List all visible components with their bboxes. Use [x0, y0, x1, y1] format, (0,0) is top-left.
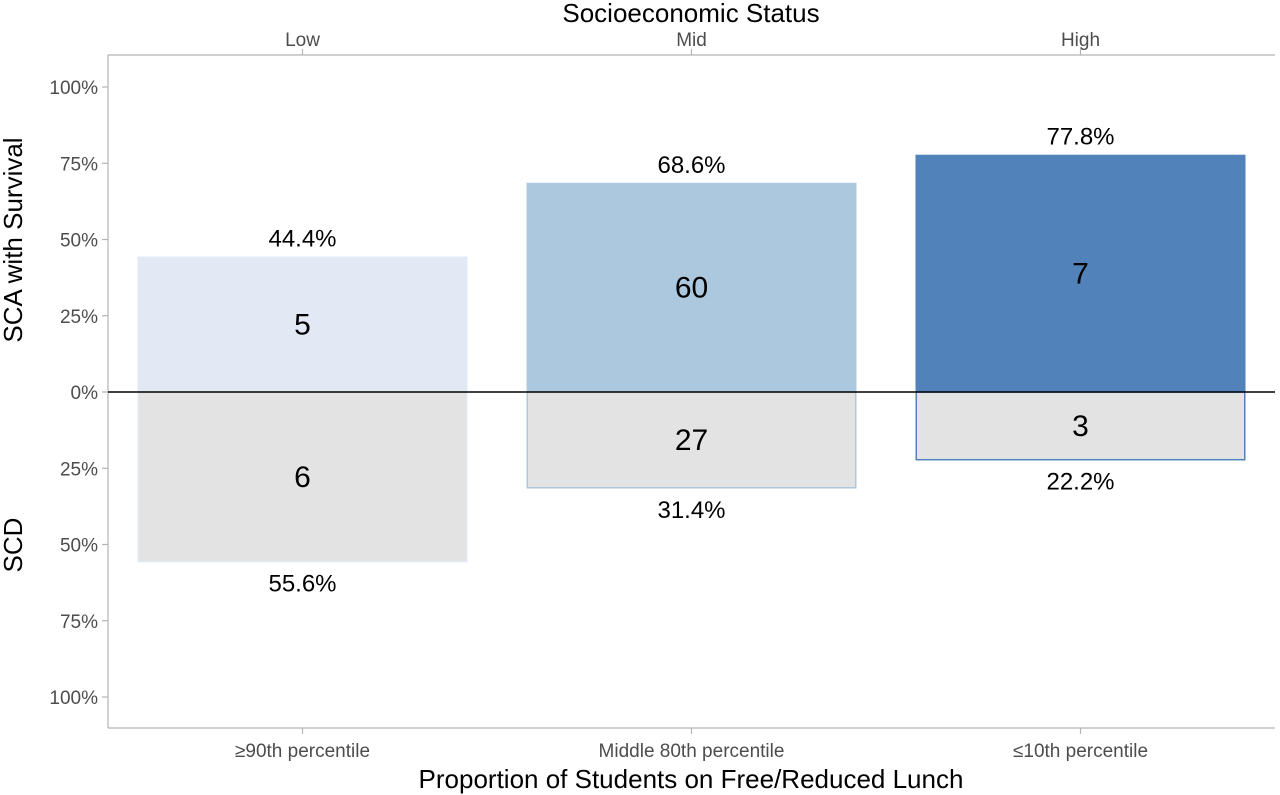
percent-label-sca: 77.8%: [1046, 124, 1114, 151]
count-label-scd: 3: [1072, 410, 1089, 443]
bar-scd: [526, 391, 857, 489]
x-tick-label: ≤10th percentile: [1013, 741, 1148, 762]
y-axis-title-negative: SCD: [0, 518, 28, 573]
y-tick-label: 50%: [60, 536, 98, 557]
y-tick-label: 25%: [60, 459, 98, 480]
percent-label-sca: 44.4%: [268, 226, 336, 253]
top-tick-label: Mid: [676, 30, 707, 51]
percent-label-sca: 68.6%: [657, 152, 725, 179]
bar-sca-survival: [526, 182, 857, 392]
percent-label-scd: 22.2%: [1046, 469, 1114, 496]
count-label-sca: 7: [1072, 257, 1089, 290]
x-tick-label: Middle 80th percentile: [599, 741, 785, 762]
y-tick-label: 0%: [71, 383, 99, 404]
top-tick-label: High: [1061, 30, 1100, 51]
count-label-scd: 27: [675, 424, 708, 457]
top-tick-label: Low: [285, 30, 320, 51]
y-tick-label: 25%: [60, 307, 98, 328]
x-tick-label: ≥90th percentile: [235, 741, 370, 762]
percent-label-scd: 31.4%: [657, 497, 725, 524]
y-axis-title-positive: SCA with Survival: [0, 137, 28, 342]
count-label-sca: 60: [675, 271, 708, 304]
count-label-sca: 5: [294, 308, 311, 341]
x-axis-title: Proportion of Students on Free/Reduced L…: [419, 764, 964, 794]
bar-scd: [137, 391, 468, 563]
bar-sca-survival: [137, 256, 468, 392]
y-tick-label: 75%: [60, 612, 98, 633]
bar-sca-survival: [915, 154, 1246, 392]
y-tick-label: 100%: [49, 78, 98, 99]
y-tick-label: 100%: [49, 688, 98, 709]
y-tick-label: 50%: [60, 231, 98, 252]
count-label-scd: 6: [294, 461, 311, 494]
y-tick-label: 75%: [60, 154, 98, 175]
percent-label-scd: 55.6%: [268, 571, 336, 598]
top-axis-title: Socioeconomic Status: [562, 0, 819, 28]
